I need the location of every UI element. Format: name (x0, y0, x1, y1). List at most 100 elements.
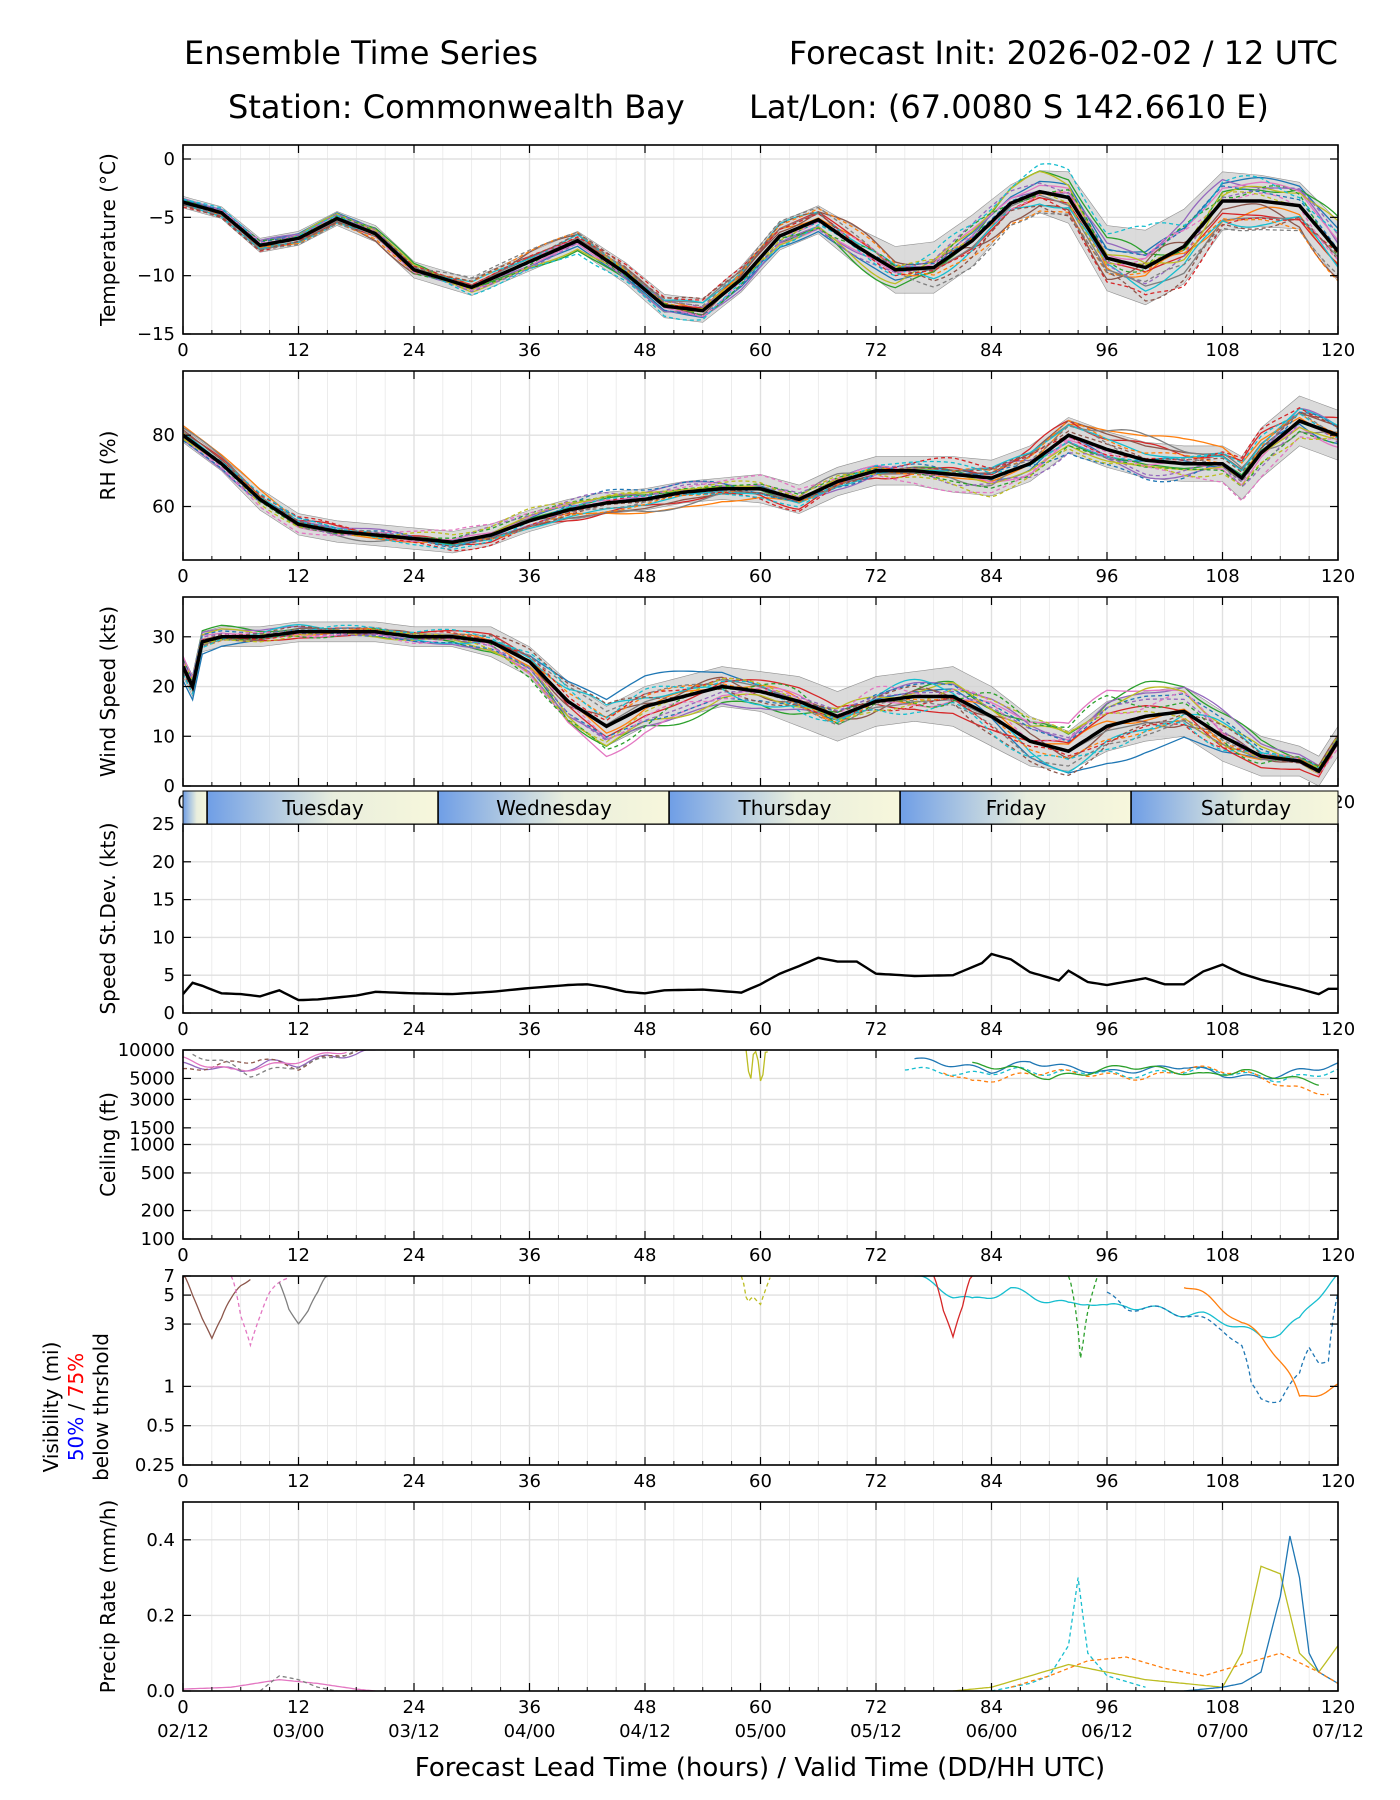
x-tick-label: 72 (865, 1245, 888, 1266)
x-tick-label: 120 (1321, 340, 1355, 361)
x-tick-label: 72 (865, 1019, 888, 1040)
y-tick-label: 10 (152, 927, 175, 948)
x-tick-label: 12 (287, 340, 310, 361)
valid-time-label: 04/00 (504, 1721, 556, 1742)
y-tick-label: 1000 (129, 1135, 175, 1156)
member-line (914, 1057, 1338, 1080)
grid (182, 1502, 1339, 1692)
panel-3: 0 12 24 36 48 60 72 84 96 108 120 0 5 10 15 20 25 Speed S… (96, 814, 1355, 1040)
y-tick-label: 25 (152, 814, 175, 835)
x-tick-label: 108 (1205, 1697, 1239, 1718)
x-tick-label: 60 (749, 566, 772, 587)
x-tick-label: 96 (1096, 340, 1119, 361)
x-tick-label: 72 (865, 1697, 888, 1718)
member-line (972, 1061, 1319, 1086)
y-tick-label: 10000 (118, 1040, 175, 1061)
y-tick-label: 5000 (129, 1068, 175, 1089)
member-line (1067, 1276, 1099, 1359)
x-tick-label: 120 (1321, 1697, 1355, 1718)
x-tick-label: 96 (1096, 1245, 1119, 1266)
y-tick-label: 0 (164, 149, 175, 170)
member-line (183, 191, 1338, 313)
y-tick-label: −10 (137, 266, 175, 287)
visibility-ylabel: Visibility (mi) 50% / 75% below thrshold (39, 1333, 113, 1481)
svg-text:50% / 75%: 50% / 75% (64, 1353, 88, 1461)
panel-4: 0 12 24 36 48 60 72 84 96 108 120 100 200 500 10001500… (96, 1040, 1355, 1266)
x-tick-label: 108 (1205, 1471, 1239, 1492)
member-line (952, 1565, 1338, 1691)
member-line (1183, 1287, 1338, 1398)
y-tick-label: 3 (164, 1314, 175, 1335)
x-tick-label: 12 (287, 1019, 310, 1040)
y-axis-label: Wind Speed (kts) (96, 606, 120, 777)
y-tick-label: −15 (137, 324, 175, 345)
x-tick-label: 12 (287, 1697, 310, 1718)
x-tick-label: 48 (634, 1697, 657, 1718)
member-line (740, 1276, 771, 1306)
x-tick-label: 120 (1321, 566, 1355, 587)
x-tick-label: 84 (980, 1471, 1003, 1492)
x-tick-label: 36 (518, 1697, 541, 1718)
member-line (183, 627, 1338, 773)
x-tick-label: 84 (980, 566, 1003, 587)
member-line (183, 203, 1338, 307)
x-tick-label: 72 (865, 1471, 888, 1492)
x-tick-label: 96 (1096, 1697, 1119, 1718)
x-tick-label: 36 (518, 566, 541, 587)
y-tick-label: 500 (141, 1163, 175, 1184)
day-label-saturday: Saturday (1201, 796, 1291, 820)
y-tick-label: 0.25 (135, 1455, 175, 1476)
x-tick-label: 84 (980, 1019, 1003, 1040)
member-line (1183, 1535, 1338, 1691)
member-line (745, 1050, 768, 1082)
x-tick-label: 0 (177, 566, 188, 587)
y-tick-label: 20 (152, 852, 175, 873)
y-tick-label: 200 (141, 1201, 175, 1222)
valid-time-label: 07/00 (1197, 1721, 1249, 1742)
stdev-line (183, 952, 1338, 1002)
x-tick-label: 96 (1096, 1019, 1119, 1040)
valid-time-label: 02/12 (157, 1721, 209, 1742)
valid-time-label: 07/12 (1312, 1721, 1364, 1742)
day-label-tuesday: Tuesday (281, 796, 364, 820)
member-line (1106, 1291, 1338, 1404)
x-tick-label: 24 (403, 1471, 426, 1492)
valid-time-label: 03/00 (273, 1721, 325, 1742)
member-line (183, 626, 1338, 770)
y-tick-label: −5 (148, 207, 175, 228)
panel-0: 0 12 24 36 48 60 72 84 96 108 120 0 −5 −10 −15 Temperat… (96, 144, 1355, 361)
ensemble-mean-line (183, 189, 1338, 313)
member-line (183, 411, 1338, 543)
member-line (904, 1066, 1338, 1083)
visibility-75pct: 75% (64, 1353, 88, 1397)
member-line (183, 1051, 347, 1072)
x-tick-label: 0 (177, 1471, 188, 1492)
x-tick-label: 60 (749, 1471, 772, 1492)
member-line (991, 1577, 1146, 1691)
x-tick-label: 120 (1321, 1019, 1355, 1040)
visibility-ylabel-line1: Visibility (mi) (39, 1342, 63, 1473)
x-tick-label: 84 (980, 340, 1003, 361)
y-tick-label: 0.4 (146, 1530, 175, 1551)
x-tick-label: 96 (1096, 566, 1119, 587)
member-line (183, 436, 1338, 536)
y-tick-label: 7 (164, 1266, 175, 1287)
x-tick-label: 0 (177, 340, 188, 361)
ensemble-mean-line (183, 630, 1338, 774)
member-line (183, 1276, 251, 1340)
member-line (914, 1276, 1338, 1339)
member-line (183, 170, 1338, 310)
panel-5: 0 12 24 36 48 60 72 84 96 108 120 0.25 0.5 1 3 57 (135, 1266, 1355, 1492)
chart-title: Ensemble Time Series (184, 34, 538, 72)
x-tick-label: 24 (403, 340, 426, 361)
x-tick-label: 12 (287, 566, 310, 587)
day-segment (900, 791, 1132, 824)
x-axis-label: Forecast Lead Time (hours) / Valid Time … (415, 1753, 1105, 1783)
y-tick-label: 0.2 (146, 1605, 175, 1626)
x-tick-label: 84 (980, 1245, 1003, 1266)
x-tick-label: 48 (634, 1471, 657, 1492)
member-line (278, 1276, 328, 1325)
visibility-50pct: 50% (64, 1417, 88, 1461)
x-tick-label: 60 (749, 340, 772, 361)
